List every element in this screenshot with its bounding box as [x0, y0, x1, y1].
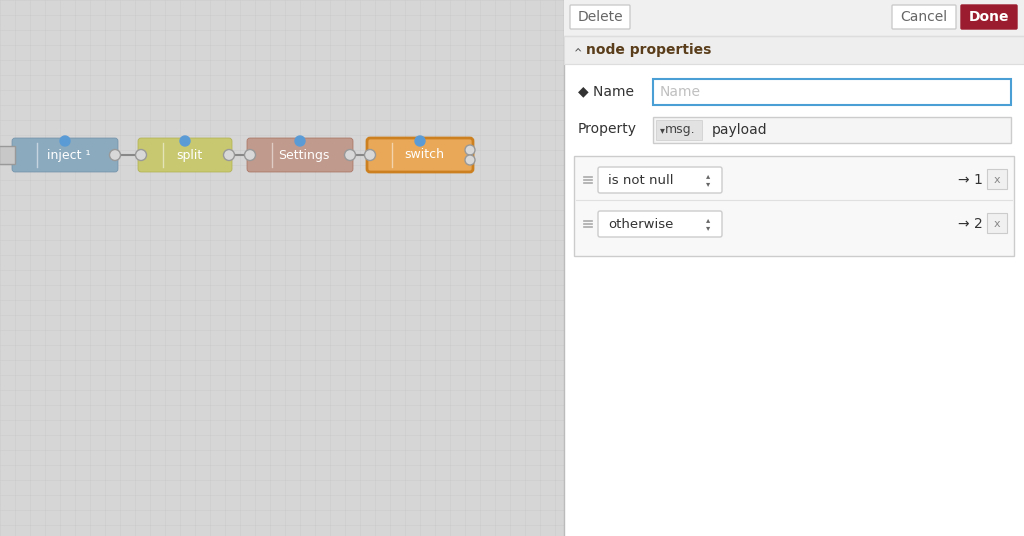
Text: msg.: msg. [665, 123, 695, 137]
Text: Delete: Delete [578, 10, 623, 24]
Text: ▴: ▴ [706, 172, 710, 181]
Text: node properties: node properties [586, 43, 712, 57]
Circle shape [465, 155, 475, 165]
Text: ▾: ▾ [659, 125, 665, 135]
Text: ▾: ▾ [706, 180, 710, 189]
FancyBboxPatch shape [570, 5, 630, 29]
Circle shape [365, 150, 376, 160]
Circle shape [223, 150, 234, 160]
Circle shape [110, 150, 121, 160]
Text: Done: Done [969, 10, 1010, 24]
Text: Cancel: Cancel [900, 10, 947, 24]
Circle shape [295, 136, 305, 146]
Circle shape [415, 136, 425, 146]
Text: ▾: ▾ [706, 224, 710, 233]
Circle shape [180, 136, 190, 146]
Text: is not null: is not null [608, 174, 674, 187]
Text: x: x [993, 219, 1000, 229]
FancyBboxPatch shape [598, 211, 722, 237]
Text: ‹: ‹ [569, 47, 583, 53]
Text: otherwise: otherwise [608, 218, 674, 230]
FancyBboxPatch shape [961, 5, 1017, 29]
FancyBboxPatch shape [367, 138, 473, 172]
FancyBboxPatch shape [892, 5, 956, 29]
Circle shape [245, 150, 256, 160]
Text: split: split [176, 148, 202, 161]
Text: inject ¹: inject ¹ [47, 148, 91, 161]
Circle shape [344, 150, 355, 160]
Text: x: x [993, 175, 1000, 185]
FancyBboxPatch shape [564, 0, 1024, 536]
Text: Name: Name [660, 85, 701, 99]
FancyBboxPatch shape [564, 36, 1024, 64]
FancyBboxPatch shape [574, 156, 1014, 256]
Text: switch: switch [404, 148, 444, 161]
FancyBboxPatch shape [598, 167, 722, 193]
FancyBboxPatch shape [138, 138, 232, 172]
Circle shape [135, 150, 146, 160]
Text: → 2: → 2 [958, 217, 983, 231]
FancyBboxPatch shape [247, 138, 353, 172]
FancyBboxPatch shape [0, 146, 15, 164]
Text: → 1: → 1 [958, 173, 983, 187]
FancyBboxPatch shape [653, 117, 1011, 143]
FancyBboxPatch shape [12, 138, 118, 172]
FancyBboxPatch shape [0, 0, 564, 536]
Text: ▴: ▴ [706, 215, 710, 225]
Circle shape [465, 145, 475, 155]
FancyBboxPatch shape [564, 0, 1024, 36]
Circle shape [60, 136, 70, 146]
FancyBboxPatch shape [656, 120, 702, 140]
Text: Settings: Settings [279, 148, 330, 161]
FancyBboxPatch shape [653, 79, 1011, 105]
Text: ◆ Name: ◆ Name [578, 84, 634, 98]
FancyBboxPatch shape [987, 169, 1007, 189]
Text: payload: payload [712, 123, 768, 137]
FancyBboxPatch shape [987, 213, 1007, 233]
Text: Property: Property [578, 122, 637, 136]
